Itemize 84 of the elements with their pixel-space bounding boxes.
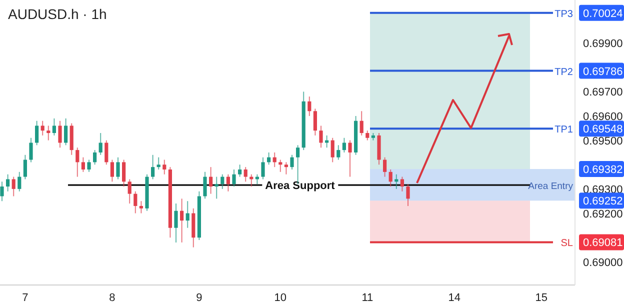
candlestick — [203, 171, 207, 200]
candlestick — [18, 171, 22, 192]
candlestick — [52, 118, 56, 136]
ref-line-label: TP1 — [554, 124, 574, 136]
candlestick — [98, 132, 102, 156]
ref-line-label: SL — [560, 238, 574, 250]
candlestick — [232, 168, 236, 188]
candlestick — [214, 176, 218, 200]
candlestick — [174, 203, 178, 243]
candlestick — [278, 159, 282, 172]
candlestick — [180, 198, 184, 243]
y-tick-label: 0.69500 — [583, 135, 623, 148]
candlestick — [151, 154, 155, 180]
candlestick — [319, 125, 323, 148]
y-tick-label: 0.69382 — [583, 164, 623, 176]
candlestick — [64, 118, 68, 146]
candlestick — [290, 154, 294, 170]
candlestick — [261, 156, 265, 180]
candlestick — [342, 137, 346, 153]
y-tick-label: 0.70024 — [583, 8, 623, 20]
ref-line-label: Area Support — [265, 180, 336, 192]
candlestick — [29, 137, 33, 163]
candlestick — [58, 120, 62, 148]
candlestick — [93, 150, 97, 166]
candlestick — [284, 162, 288, 175]
candlestick — [104, 140, 108, 166]
candlestick — [406, 184, 410, 206]
candlestick — [220, 174, 224, 190]
candlestick — [6, 174, 10, 192]
y-tick-label: 0.69900 — [583, 38, 623, 50]
candlestick — [76, 147, 80, 178]
candlestick — [128, 178, 132, 204]
candlestick — [348, 140, 352, 178]
chart-title: AUDUSD.h · 1h — [8, 6, 107, 22]
ref-line-label: TP3 — [554, 8, 574, 20]
candlestick — [116, 156, 120, 180]
y-tick-label: 0.69000 — [583, 256, 623, 269]
candlestick — [226, 174, 230, 192]
candlestick — [308, 96, 312, 116]
candlestick — [87, 159, 91, 172]
candlestick — [12, 176, 16, 197]
candlestick — [156, 156, 160, 170]
x-tick-label: 10 — [274, 292, 287, 304]
x-tick-label: 11 — [362, 292, 374, 304]
candlestick — [313, 108, 317, 136]
candlestick — [267, 152, 271, 166]
candlestick — [209, 166, 213, 194]
candlestick — [400, 176, 404, 192]
candlestick — [81, 156, 85, 172]
candlestick — [394, 174, 398, 190]
candlestick — [134, 190, 138, 214]
y-tick-label: 0.69600 — [583, 110, 623, 123]
x-tick-label: 7 — [22, 292, 28, 304]
candlestick — [139, 200, 143, 214]
candlestick — [272, 152, 276, 168]
y-tick-label: 0.69252 — [583, 196, 623, 208]
candlestick — [122, 159, 126, 188]
candlestick — [0, 181, 4, 202]
y-tick-label: 0.69548 — [583, 124, 623, 136]
candlestick — [360, 110, 364, 136]
candlestick — [35, 120, 39, 146]
candlestick — [383, 156, 387, 178]
candlestick — [388, 168, 392, 188]
y-tick-label: 0.69700 — [583, 86, 623, 99]
candlestick — [366, 130, 370, 141]
y-tick-label: 0.69786 — [583, 66, 623, 78]
y-tick-label: 0.69200 — [583, 208, 623, 220]
candlestick — [330, 137, 334, 163]
candlestick — [23, 154, 27, 180]
candlestick — [186, 200, 190, 228]
candlestick — [110, 159, 114, 182]
x-tick-label: 9 — [196, 292, 202, 304]
ref-line-label: TP2 — [554, 66, 574, 78]
band-label: Area Entry — [528, 180, 574, 192]
x-tick-label: 15 — [535, 292, 548, 304]
y-tick-label: 0.69081 — [583, 237, 623, 250]
candlestick — [40, 120, 44, 136]
x-tick-label: 8 — [109, 292, 116, 304]
candlestick — [238, 164, 242, 178]
candlestick — [244, 166, 248, 182]
candlestick — [46, 125, 50, 141]
candlestick — [336, 144, 340, 160]
candlestick — [162, 159, 166, 175]
x-tick-label: 14 — [448, 292, 461, 304]
